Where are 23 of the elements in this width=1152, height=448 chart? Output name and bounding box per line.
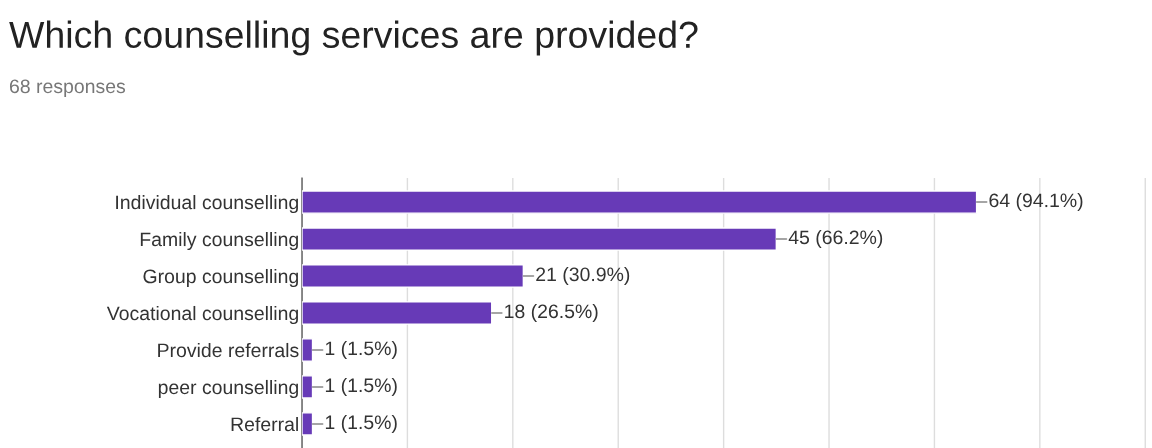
y-tick-label: Family counselling (140, 231, 298, 251)
data-label: 45 (66.2%) (788, 229, 883, 249)
bar (302, 190, 978, 214)
data-label: 1 (1.5%) (325, 414, 397, 434)
y-tick-label: Individual counselling (116, 195, 298, 214)
bar (302, 227, 778, 251)
bar (302, 412, 314, 436)
data-label: 21 (30.9%) (536, 266, 630, 286)
y-tick-label: Vocational counselling (106, 305, 298, 325)
bar (302, 264, 525, 288)
data-label: 1 (1.5%) (325, 377, 397, 397)
bar (302, 338, 314, 362)
y-tick-label: Provide referrals (158, 342, 299, 358)
y-tick-label: Referral (231, 416, 298, 432)
data-label: 1 (1.5%) (325, 340, 397, 360)
text: 68 responses (9, 79, 126, 98)
chart-title: Which counselling services are provided? (9, 20, 698, 56)
y-tick-label: peer counselling (158, 379, 298, 399)
y-tick-label: Group counselling (143, 268, 298, 288)
data-label: 18 (26.5%) (505, 303, 598, 323)
bar (302, 375, 314, 399)
bar (302, 301, 493, 325)
data-label: 64 (94.1%) (989, 192, 1083, 212)
